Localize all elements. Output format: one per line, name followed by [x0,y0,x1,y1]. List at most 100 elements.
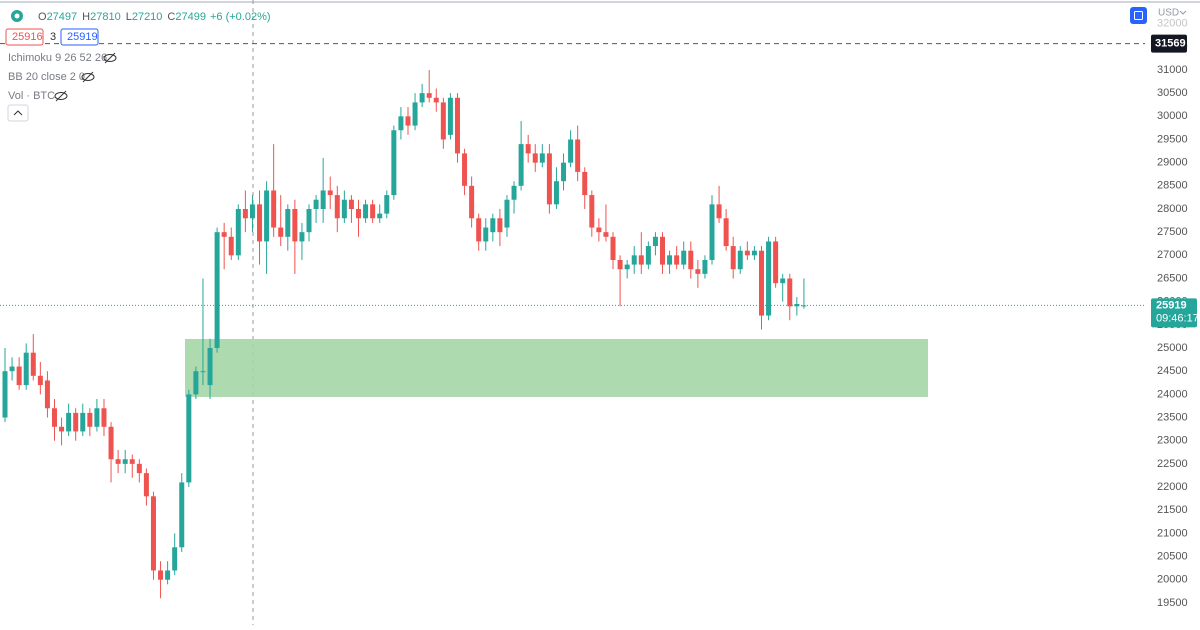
candle-body [454,97,460,154]
candle-body [546,153,552,205]
candle-body [264,190,270,242]
spread-label: 3 [50,31,56,43]
y-tick-label: 29500 [1157,133,1188,145]
candle-body [292,208,298,242]
y-tick-label: 21000 [1157,527,1188,539]
candle-body [94,408,100,427]
currency-caret [1179,10,1187,15]
y-tick-label: 24500 [1157,365,1188,377]
candle-body [405,116,411,126]
candle-body [306,208,312,233]
candle-body [214,232,220,349]
high-marker-label: 31569 [1155,38,1186,50]
candle-body [652,236,658,247]
candle-body [525,144,531,154]
status-dot-inner [14,13,20,19]
candle-body [87,412,93,427]
candle-body [667,255,673,265]
candle-body [709,204,715,260]
candle-body [200,371,206,373]
zone [185,338,928,397]
candle-body [122,459,128,464]
last-price-label: 25919 [1156,299,1187,311]
ohlc-legend: O27497 H27810 L27210 C27499 +6 (+0.02%) [38,11,271,23]
candle-body [129,459,135,464]
candle-body [115,459,121,464]
candle-body [702,259,708,274]
candle-body [490,218,496,233]
candle-body [278,227,284,237]
collapse-icon [13,110,23,116]
eye-icon [81,73,95,81]
candle-body [787,278,793,307]
ohlc-value: 27810 [90,11,121,23]
candle-body [462,153,468,186]
candle-body [426,93,432,98]
candle-body [773,241,779,284]
high-marker-box [1151,34,1187,53]
y-tick-label: 21500 [1157,504,1188,516]
y-tick-label: 22000 [1157,481,1188,493]
y-tick-label: 32000 [1157,18,1188,30]
candle-body [532,153,538,163]
candle-body [660,236,666,265]
candle-body [801,305,807,307]
countdown-label: 09:46:17 [1156,312,1199,324]
candle-body [730,246,736,270]
candle-body [193,371,199,395]
candle-body [575,139,581,172]
candle-body [363,204,369,219]
candle-body [419,93,425,103]
eye-icon [54,92,68,100]
ohlc-label: C [167,11,175,23]
candle-body [271,190,277,228]
candle-body [716,204,722,219]
candle-body [589,195,595,228]
candle-body [242,208,248,219]
ask-box [60,28,99,46]
candle-body [186,394,192,483]
candle-body [143,473,149,497]
candle-body [433,97,439,103]
ohlc-value: 27499 [175,11,206,23]
candle-body [2,371,8,418]
candle-body [341,199,347,219]
candle-body [9,366,15,372]
collapse-button[interactable] [7,104,29,122]
candle-body [561,162,567,182]
ask-label: 25919 [67,31,98,43]
candle-body [794,303,800,307]
candle-body [108,426,114,460]
toolbar-button[interactable] [1130,7,1147,24]
candle-body [766,241,772,316]
candle-body [539,153,545,163]
candle-body [447,97,453,135]
candle-body [723,218,729,247]
y-tick-label: 20000 [1157,574,1188,586]
ohlc-label: H [82,11,90,23]
candle-body [80,412,86,432]
y-tick-label: 27500 [1157,226,1188,238]
ohlc-label: L [126,11,132,23]
candle-body [172,547,178,571]
candle-body [398,116,404,131]
candle-body [553,181,559,205]
candle-body [695,269,701,274]
y-tick-label: 28500 [1157,180,1188,192]
candle-body [30,352,36,376]
y-tick-label: 26500 [1157,272,1188,284]
candle-body [51,408,57,427]
y-tick-label: 29000 [1157,157,1188,169]
y-tick-label: 30500 [1157,87,1188,99]
last-price-box [1151,298,1197,328]
candle-body [235,208,241,256]
candle-body [645,246,651,265]
candle-body [285,208,291,237]
candle-body [16,366,22,386]
candle-body [101,408,107,427]
candle-body [737,250,743,270]
candle-body [412,102,418,126]
candle-body [327,190,333,196]
candle-body [257,204,263,242]
candle-body [207,348,213,386]
